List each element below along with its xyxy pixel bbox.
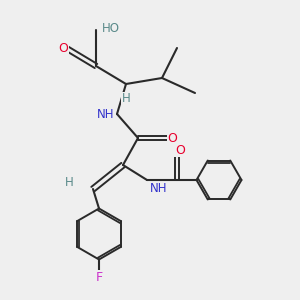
Text: H: H — [122, 92, 130, 106]
Text: H: H — [64, 176, 74, 190]
Text: O: O — [168, 131, 177, 145]
Text: HO: HO — [102, 22, 120, 35]
Text: O: O — [58, 41, 68, 55]
Text: F: F — [95, 271, 103, 284]
Text: O: O — [175, 143, 185, 157]
Text: NH: NH — [150, 182, 167, 196]
Text: NH: NH — [97, 107, 114, 121]
